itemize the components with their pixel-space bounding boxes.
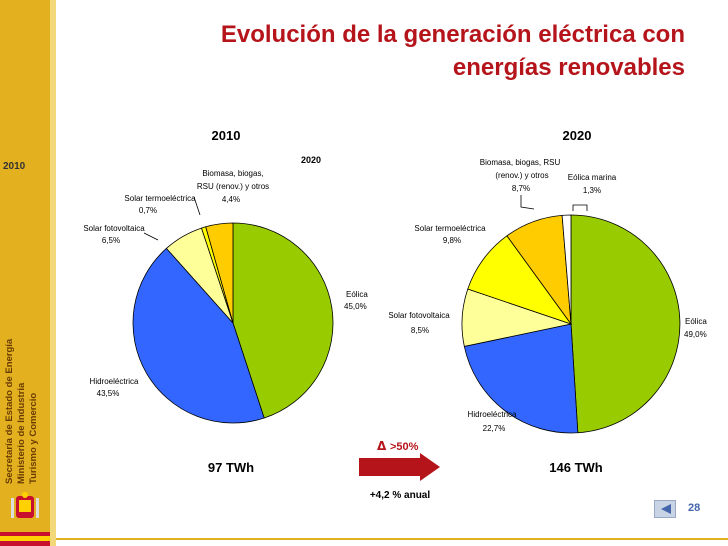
- label-2020-hidro-name: Hidroeléctrica: [468, 410, 517, 419]
- label-2010-hidro-name: Hidroeléctrica: [90, 377, 139, 386]
- label-2020-marina-name: Eólica marina: [568, 173, 617, 182]
- label-2010-termo-name: Solar termoeléctrica: [124, 194, 196, 203]
- pie-2010-slice-hidroelectrica: [132, 247, 265, 424]
- label-2020-eolica-pct: 49,0%: [684, 330, 707, 339]
- previous-slide-button[interactable]: [654, 500, 676, 518]
- label-2010-bio-line1: Biomasa, biogas,: [202, 169, 263, 178]
- pie-2020-slice-hidroelectrica: [463, 323, 579, 434]
- chart-title-2010: 2010: [212, 128, 241, 143]
- title-line-2: energías renovables: [452, 54, 685, 81]
- label-2020-termo-pct: 9,8%: [443, 236, 461, 245]
- ministry-line-3: Turismo y Comercio: [28, 392, 39, 484]
- label-2020-hidro-pct: 22,7%: [483, 424, 506, 433]
- arrow-left-icon: [661, 504, 671, 514]
- title-line-1: Evolución de la generación eléctrica con: [220, 21, 685, 48]
- pie-charts: 2010 2020 2020 Biomasa, biogas, RSU (ren…: [83, 128, 707, 500]
- label-2010-eolica-name: Eólica: [346, 290, 368, 299]
- pie-2020-slice-eolica-marina: [561, 214, 572, 325]
- pie-chart-2010: [132, 222, 334, 424]
- leader-2020-bio: [520, 195, 535, 210]
- chart-subtitle-2010: 2020: [301, 155, 321, 165]
- label-2020-bio-line1: Biomasa, biogas, RSU: [480, 158, 561, 167]
- sidebar-strip: [50, 0, 56, 546]
- coat-of-arms-icon: [11, 492, 39, 518]
- growth-arrow: Δ >50% +4,2 % anual: [359, 439, 440, 500]
- page-number: 28: [688, 502, 701, 514]
- footer-line: [56, 538, 728, 540]
- label-2010-bio-pct: 4,4%: [222, 195, 240, 204]
- ministry-line-1: Secretaría de Estado de Energía: [4, 338, 15, 484]
- label-2010-foto-pct: 6,5%: [102, 236, 120, 245]
- label-2020-foto-name: Solar fotovoltaica: [388, 311, 450, 320]
- pie-2020-slice-eolica: [570, 214, 681, 434]
- total-2010: 97 TWh: [208, 460, 254, 475]
- sidebar: [0, 0, 50, 546]
- label-2020-bio-line2: (renov.) y otros: [495, 171, 548, 180]
- leader-2020-marina: [572, 204, 588, 211]
- label-2010-foto-name: Solar fotovoltaica: [83, 224, 145, 233]
- label-2020-eolica-name: Eólica: [685, 317, 707, 326]
- page-title: Evolución de la generación eléctrica con…: [120, 18, 685, 84]
- delta-symbol: Δ: [377, 439, 387, 453]
- arrow-shape: [359, 453, 440, 481]
- leader-lines: [143, 195, 588, 241]
- sidebar-year: 2010: [3, 161, 26, 172]
- chart-title-2020: 2020: [563, 128, 592, 143]
- label-2020-marina-pct: 1,3%: [583, 186, 601, 195]
- ministry-text: Secretaría de Estado de Energía Minister…: [4, 312, 44, 484]
- total-2020: 146 TWh: [549, 460, 603, 475]
- ministry-line-2: Ministerio de Industria: [16, 382, 27, 484]
- label-2010-bio-line2: RSU (renov.) y otros: [197, 182, 269, 191]
- label-2020-bio-pct: 8,7%: [512, 184, 530, 193]
- label-2010-eolica-pct: 45,0%: [344, 302, 367, 311]
- leader-2010-termo: [193, 196, 201, 216]
- label-2020-termo-name: Solar termoeléctrica: [414, 224, 486, 233]
- delta-value: >50%: [390, 441, 419, 453]
- pie-2010-slice-eolica: [232, 222, 334, 419]
- label-2010-hidro-pct: 43,5%: [97, 389, 120, 398]
- label-2010-termo-pct: 0,7%: [139, 206, 157, 215]
- pie-2010-slice-biomasa: [205, 222, 234, 324]
- annual-growth: +4,2 % anual: [370, 490, 431, 500]
- flag-bar-stripe: [0, 536, 50, 541]
- label-2020-foto-pct: 8,5%: [411, 326, 429, 335]
- leader-2010-foto: [143, 232, 159, 241]
- pie-chart-2020: [461, 214, 681, 434]
